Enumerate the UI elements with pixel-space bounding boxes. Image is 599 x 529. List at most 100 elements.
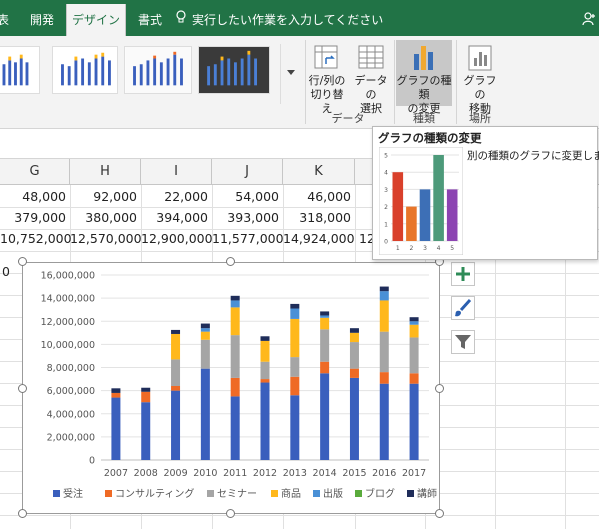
bar-segment[interactable] — [111, 388, 121, 393]
stacked-column-chart[interactable]: 16,000,000 14,000,000 12,000,000 10,000,000… — [23, 263, 441, 515]
bar-segment[interactable] — [230, 335, 240, 378]
bar-segment[interactable] — [409, 321, 419, 325]
bar-segment[interactable] — [409, 383, 419, 460]
bar-segment[interactable] — [379, 286, 389, 292]
bar-segment[interactable] — [320, 311, 330, 316]
switch-row-column-button[interactable]: 行/列の 切り替え — [306, 40, 348, 115]
cell-l3-overflow[interactable]: 12 — [359, 231, 375, 246]
bar-segment[interactable] — [230, 377, 240, 397]
bar-segment[interactable] — [141, 387, 151, 392]
change-chart-type-button[interactable]: グラフの種類 の変更 — [396, 40, 452, 115]
legend-item[interactable]: 商品 — [271, 487, 301, 500]
column-header-g[interactable]: G — [0, 159, 70, 185]
bar-segment[interactable] — [320, 373, 330, 460]
bar-segment[interactable] — [409, 317, 419, 322]
bar-segment[interactable] — [230, 396, 240, 460]
bar-segment[interactable] — [290, 395, 300, 460]
column-header-i[interactable]: I — [141, 159, 212, 185]
bar-segment[interactable] — [290, 303, 300, 309]
bar-segment[interactable] — [349, 328, 359, 333]
bar-segment[interactable] — [171, 329, 181, 334]
legend-item[interactable]: 受注 — [53, 487, 83, 500]
bar-segment[interactable] — [409, 324, 419, 338]
legend-item[interactable]: 出版 — [313, 487, 343, 500]
bar-segment[interactable] — [260, 361, 270, 380]
resize-handle-top-left[interactable] — [18, 257, 27, 266]
move-chart-button[interactable]: グラフの 移動 — [460, 40, 500, 115]
legend-item[interactable]: セミナー — [207, 488, 257, 500]
bar-segment[interactable] — [200, 328, 210, 332]
resize-handle-right[interactable] — [435, 384, 444, 393]
bar-segment[interactable] — [200, 368, 210, 460]
bar-segment[interactable] — [171, 359, 181, 386]
bar-segment[interactable] — [349, 342, 359, 369]
tab-format[interactable]: 書式 — [137, 13, 162, 27]
cell-k2[interactable]: 318,000 — [299, 210, 351, 225]
bar-segment[interactable] — [320, 315, 330, 318]
select-data-button[interactable]: データの 選択 — [350, 40, 392, 115]
bar-segment[interactable] — [200, 331, 210, 340]
legend-item[interactable]: コンサルティング — [105, 487, 194, 500]
cell-g1[interactable]: 48,000 — [22, 189, 66, 204]
bar-segment[interactable] — [409, 337, 419, 374]
bar-segment[interactable] — [200, 339, 210, 369]
chart-elements-button[interactable] — [451, 262, 475, 286]
bar-segment[interactable] — [111, 392, 121, 398]
legend-item[interactable]: ブログ — [355, 487, 395, 500]
chart-style-thumb-2[interactable] — [52, 46, 118, 94]
chart-styles-button[interactable] — [451, 296, 475, 320]
bar-segment[interactable] — [141, 391, 151, 403]
chart-area[interactable]: 16,000,000 14,000,000 12,000,000 10,000,000… — [22, 262, 440, 514]
bar-segment[interactable] — [349, 368, 359, 378]
cell-i1[interactable]: 22,000 — [164, 189, 208, 204]
bar-segment[interactable] — [409, 373, 419, 384]
tab-developer[interactable]: 開発 — [29, 13, 54, 27]
bar-segment[interactable] — [349, 332, 359, 343]
column-header-k[interactable]: K — [283, 159, 355, 185]
bar-segment[interactable] — [260, 379, 270, 383]
bar-segment[interactable] — [230, 295, 240, 301]
cell-j1[interactable]: 54,000 — [235, 189, 279, 204]
chart-style-thumb-3[interactable] — [124, 46, 192, 94]
cell-k3[interactable]: 14,924,000 — [283, 231, 355, 246]
resize-handle-bottom-left[interactable] — [18, 509, 27, 518]
cell-j3[interactable]: 11,577,000 — [212, 231, 284, 246]
resize-handle-left[interactable] — [18, 384, 27, 393]
resize-handle-bottom[interactable] — [226, 509, 235, 518]
bar-segment[interactable] — [379, 372, 389, 384]
chart-bars[interactable] — [111, 286, 419, 460]
tab-table[interactable]: 表 — [0, 13, 9, 27]
bar-segment[interactable] — [260, 340, 270, 362]
bar-segment[interactable] — [320, 329, 330, 362]
chart-legend[interactable]: 受注 コンサルティング セミナー 商品 出版 ブログ 講師 — [53, 487, 437, 500]
chart-filters-button[interactable] — [451, 330, 475, 354]
bar-segment[interactable] — [260, 382, 270, 460]
share-user-icon[interactable] — [582, 12, 596, 26]
cell-h1[interactable]: 92,000 — [93, 189, 137, 204]
cell-g3[interactable]: 10,752,000 — [0, 231, 72, 246]
bar-segment[interactable] — [379, 331, 389, 373]
bar-segment[interactable] — [230, 300, 240, 308]
bar-segment[interactable] — [349, 377, 359, 460]
chart-style-thumb-4[interactable] — [198, 46, 270, 94]
bar-segment[interactable] — [111, 397, 121, 460]
cell-k1[interactable]: 46,000 — [307, 189, 351, 204]
bar-segment[interactable] — [171, 333, 181, 360]
legend-item[interactable]: 講師 — [407, 487, 437, 500]
bar-segment[interactable] — [379, 383, 389, 460]
cell-i3[interactable]: 12,900,000 — [141, 231, 213, 246]
gallery-more-button[interactable] — [280, 44, 300, 104]
bar-segment[interactable] — [230, 307, 240, 336]
bar-segment[interactable] — [320, 317, 330, 330]
bar-segment[interactable] — [290, 357, 300, 377]
cell-h3[interactable]: 12,570,000 — [70, 231, 142, 246]
chart-style-thumb-1[interactable] — [0, 46, 40, 94]
cell-i2[interactable]: 394,000 — [156, 210, 208, 225]
bar-segment[interactable] — [200, 323, 210, 329]
tab-design[interactable]: デザイン — [66, 4, 126, 36]
cell-g2[interactable]: 379,000 — [14, 210, 66, 225]
resize-handle-top[interactable] — [226, 257, 235, 266]
bar-segment[interactable] — [171, 390, 181, 460]
cell-left-edge[interactable]: 0 — [2, 264, 10, 279]
bar-segment[interactable] — [320, 361, 330, 374]
